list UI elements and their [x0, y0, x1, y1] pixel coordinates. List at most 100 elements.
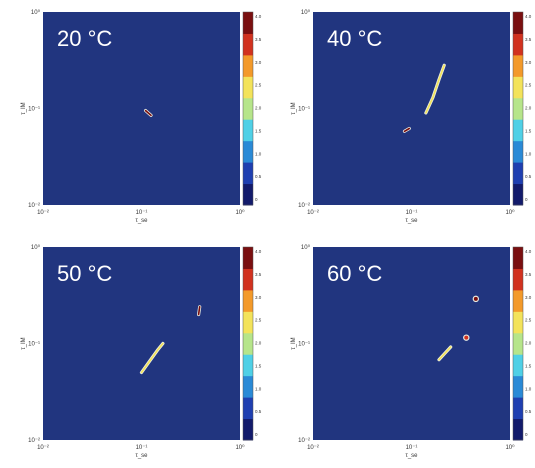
colorbar-tick-label: 2.0	[525, 106, 532, 111]
chart-panel-1: 20 °C 4.0 3.5 3.0 2.5 2.0 1.5 1.0 0.5 0 10⁻² 10⁻¹ 10…	[21, 9, 262, 224]
x-tick-label: 10⁻²	[307, 445, 319, 451]
colorbar-tick-label: 3.5	[525, 37, 532, 42]
colorbar-segment	[513, 418, 523, 441]
colorbar-tick-label: 3.0	[525, 60, 532, 65]
colorbar-tick-label: 2.5	[525, 318, 532, 323]
y-tick-label: 10⁰	[31, 244, 41, 251]
x-tick-label: 10⁻¹	[136, 445, 148, 451]
y-tick-label: 10⁰	[301, 244, 311, 251]
x-tick-label: 10⁻²	[37, 445, 49, 451]
feature-streak	[438, 346, 452, 361]
x-axis-label: τ_se	[135, 453, 148, 459]
colorbar-tick-label: 2.0	[255, 341, 262, 346]
x-axis-label: τ_se	[405, 218, 418, 224]
colorbar: 4.0 3.5 3.0 2.5 2.0 1.5 1.0 0.5 0	[242, 246, 262, 441]
colorbar-frame	[512, 246, 524, 441]
colorbar-segment	[243, 119, 253, 142]
x-tick-label: 10⁰	[505, 444, 515, 451]
feature-streak	[425, 64, 446, 114]
colorbar-segment	[243, 33, 253, 56]
colorbar-segment	[243, 418, 253, 441]
colorbar-segment	[243, 375, 253, 398]
x-tick-label: 10⁰	[505, 209, 515, 216]
colorbar-tick-label: 0	[255, 432, 258, 437]
chart-panel-3: 50 °C 4.0 3.5 3.0 2.5 2.0 1.5 1.0 0.5 0 10⁻² 10⁻¹ 10…	[21, 244, 262, 459]
colorbar-segment	[243, 289, 253, 312]
y-tick-label: 10⁻²	[28, 203, 40, 209]
feature-streak	[197, 305, 201, 316]
colorbar-segment	[243, 97, 253, 120]
colorbar-segment	[243, 12, 253, 34]
x-tick-label: 10⁻¹	[136, 210, 148, 216]
colorbar-segment	[513, 183, 523, 206]
x-axis-label: τ_se	[405, 453, 418, 459]
y-tick-label: 10⁻¹	[28, 342, 40, 348]
x-tick-label: 10⁰	[235, 444, 245, 451]
colorbar-tick-label: 0.5	[525, 174, 532, 179]
plot-area	[43, 247, 240, 440]
colorbar-frame	[242, 11, 254, 206]
colorbar-tick-label: 1.5	[525, 128, 532, 133]
colorbar-segment	[513, 12, 523, 34]
chart-panel-4: 60 °C 4.0 3.5 3.0 2.5 2.0 1.5 1.0 0.5 0 10⁻² 10⁻¹ 10…	[291, 244, 532, 459]
colorbar-tick-label: 1.5	[525, 363, 532, 368]
colorbar-tick-label: 3.5	[255, 37, 262, 42]
colorbar-segment	[243, 140, 253, 163]
plot-area	[313, 12, 510, 205]
colorbar-tick-label: 2.0	[525, 341, 532, 346]
plot-area	[43, 12, 240, 205]
colorbar: 4.0 3.5 3.0 2.5 2.0 1.5 1.0 0.5 0	[242, 11, 262, 206]
y-tick-label: 10⁻¹	[28, 107, 40, 113]
colorbar-tick-label: 2.5	[255, 83, 262, 88]
plot-area	[313, 247, 510, 440]
colorbar-tick-label: 3.0	[255, 60, 262, 65]
colorbar-segment	[513, 119, 523, 142]
y-axis-label: τ_IM	[21, 102, 27, 114]
x-tick-label: 10⁻²	[307, 210, 319, 216]
feature-spot	[473, 296, 478, 301]
colorbar-tick-label: 3.5	[255, 272, 262, 277]
colorbar-segment	[513, 289, 523, 312]
panel-title: 60 °C	[327, 261, 382, 286]
colorbar-segment	[243, 183, 253, 206]
colorbar-tick-label: 0.5	[525, 409, 532, 414]
colorbar-segment	[513, 54, 523, 77]
colorbar-segment	[243, 268, 253, 291]
colorbar-tick-label: 0	[525, 432, 528, 437]
panel-title: 50 °C	[57, 261, 112, 286]
x-tick-label: 10⁻¹	[406, 445, 418, 451]
colorbar-segment	[513, 268, 523, 291]
colorbar-tick-label: 0.5	[255, 409, 262, 414]
colorbar-segment	[243, 311, 253, 334]
colorbar-tick-label: 4.0	[255, 249, 262, 254]
colorbar-segment	[513, 332, 523, 355]
feature-streak	[144, 109, 152, 117]
y-tick-label: 10⁻¹	[298, 342, 310, 348]
colorbar-tick-label: 1.0	[525, 151, 532, 156]
x-tick-label: 10⁰	[235, 209, 245, 216]
colorbar-segment	[513, 140, 523, 163]
y-axis-label: τ_IM	[291, 102, 297, 114]
colorbar-tick-label: 0	[255, 197, 258, 202]
colorbar-tick-label: 1.0	[255, 151, 262, 156]
y-tick-label: 10⁰	[31, 9, 41, 16]
colorbar-tick-label: 1.5	[255, 128, 262, 133]
colorbar-frame	[242, 246, 254, 441]
colorbar-segment	[513, 354, 523, 377]
panel-title: 40 °C	[327, 26, 382, 51]
colorbar-frame	[512, 11, 524, 206]
colorbar-tick-label: 4.0	[525, 14, 532, 19]
colorbar-tick-label: 2.5	[255, 318, 262, 323]
colorbar-tick-label: 3.5	[525, 272, 532, 277]
colorbar-tick-label: 4.0	[525, 249, 532, 254]
panel-title: 20 °C	[57, 26, 112, 51]
colorbar-segment	[513, 33, 523, 56]
colorbar-segment	[513, 397, 523, 420]
colorbar-tick-label: 2.5	[525, 83, 532, 88]
colorbar-tick-label: 0.5	[255, 174, 262, 179]
y-tick-label: 10⁻²	[28, 438, 40, 444]
y-axis-label: τ_IM	[21, 337, 27, 349]
y-tick-label: 10⁻²	[298, 203, 310, 209]
x-tick-label: 10⁻²	[37, 210, 49, 216]
